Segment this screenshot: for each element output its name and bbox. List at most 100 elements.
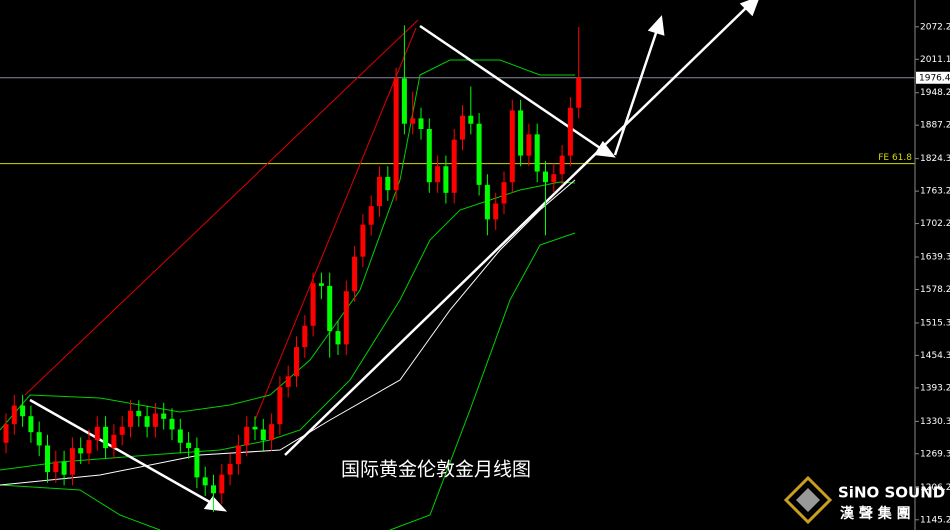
candle-body [11,405,17,425]
candle-body [86,440,92,454]
candle-body [202,477,208,486]
candle-body [219,474,225,494]
chart-title: 国际黄金伦敦金月线图 [341,459,531,481]
y-tick-label: 1639.30 [920,253,950,263]
candle-body [61,461,67,475]
candle-body [302,325,308,348]
candle-body [211,485,216,494]
candle-body [418,118,424,130]
candle-body [252,426,258,430]
arrow-head [647,15,665,36]
y-tick-label: 1515.30 [920,318,950,328]
candle-body [69,448,75,475]
candle-body [186,442,192,449]
candle-body [352,256,358,292]
candle-body [277,386,283,425]
logo: SiNO SOUND 漢 聲 集 團 [783,475,945,525]
candle-body [509,110,515,183]
candle-body [343,291,349,345]
y-tick-label: 1330.30 [920,417,950,427]
arrow-head [739,0,759,17]
arrow-head [203,496,228,512]
candle-body [576,77,582,108]
candle-body [136,410,142,417]
candle-body [194,448,200,478]
candle-body [235,445,241,465]
candle-body [318,283,324,286]
logo-chinese: 漢 聲 集 團 [840,505,911,522]
candle-body [385,176,391,191]
candle-body [177,429,183,443]
candle-body [518,110,524,156]
y-tick-label: 1393.20 [920,383,950,393]
candle-body [360,224,366,257]
y-tick-label: 1824.30 [920,154,950,164]
y-tick-label: 2011.10 [920,55,950,65]
logo-icon [796,488,820,512]
price-tag [916,71,950,84]
candle-body [443,166,449,193]
candle-body [493,203,499,220]
candle-body [327,285,333,332]
candle-body [310,283,316,326]
y-tick-label: 1269.30 [920,449,950,459]
candle-body [260,429,266,441]
candle-body [20,405,26,417]
y-tick-label: 1145.20 [920,515,950,525]
candle-body [269,424,275,441]
y-tick-label: 1454.30 [920,351,950,361]
candle-body [119,426,125,435]
candle-body [294,347,299,377]
candle-body [543,171,548,183]
candle-body [410,118,416,124]
candle-body [534,134,540,172]
candle-body [451,139,457,193]
candle-body [501,182,507,204]
candle-body [111,434,117,449]
candle-body [335,331,341,345]
candle-body [435,166,441,183]
candle-body [94,426,100,441]
candle-body [3,424,9,443]
fe-level-label: FE 61.8 [878,153,912,163]
y-tick-label: 1206.20 [920,483,950,493]
candle-body [161,413,167,419]
channel-line [254,27,417,421]
candle-body [144,416,150,427]
candle-body [468,115,474,124]
bollinger-middle [0,181,576,471]
candle-body [393,78,399,191]
bollinger-lower [389,232,576,530]
candle-body [460,115,465,140]
candle-body [152,413,158,427]
candle-body [377,176,382,207]
y-tick-label: 1948.20 [920,88,950,98]
candle-body [28,416,34,433]
candle-body [169,418,175,430]
candle-body [36,432,42,446]
candle-body [567,107,573,156]
bollinger-lower [0,484,161,530]
candle-body [227,464,233,475]
candle-body [401,78,407,124]
candle-body [78,448,84,454]
arrows [29,0,759,512]
bollinger-upper [0,59,575,431]
candle-body [103,426,109,449]
candle-body [45,445,50,473]
y-tick-label: 1763.20 [920,187,950,197]
overlays [0,19,576,530]
candle-body [128,410,133,427]
candle-body [551,174,557,183]
price-tag-label: 1976.4 [919,73,950,83]
y-tick-label: 1578.20 [920,285,950,295]
candle-body [484,184,490,220]
trend-arrow [284,5,749,456]
candle-body [476,123,482,185]
y-tick-label: 2072.20 [920,22,950,32]
candle-body [559,155,565,175]
trend-arrow [29,398,216,507]
channel-line [24,19,419,396]
